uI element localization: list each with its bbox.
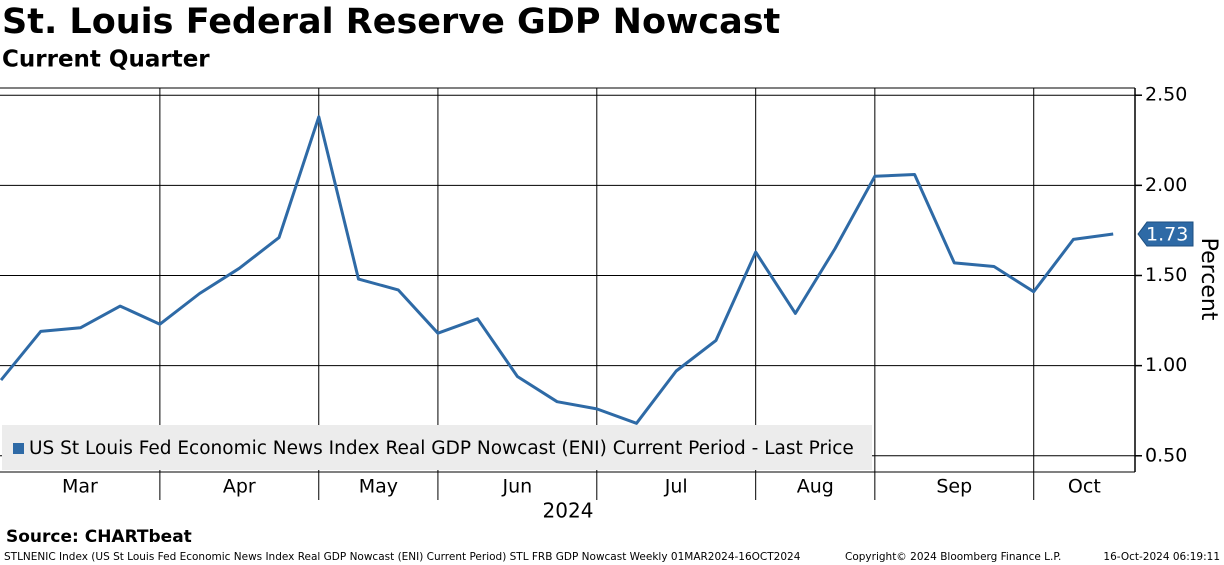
y-tick-label: 1.50 (1145, 264, 1187, 286)
last-value-label: 1.73 (1146, 224, 1188, 246)
x-tick-label: Apr (223, 476, 256, 498)
source: Source: CHARTbeat (6, 527, 192, 547)
x-tick-label: Jun (502, 476, 533, 498)
y-axis-label: Percent (1196, 238, 1221, 321)
x-tick-label: Mar (62, 476, 98, 498)
copyright: Copyright© 2024 Bloomberg Finance L.P. (845, 551, 1061, 563)
y-tick-label: 0.50 (1145, 444, 1187, 466)
last-value-tag (1137, 221, 1194, 247)
x-tick-label: Oct (1068, 476, 1101, 498)
timestamp: 16-Oct-2024 06:19:11 (1103, 551, 1220, 563)
line (0, 115, 1114, 425)
legend-label: US St Louis Fed Economic News Index Real… (29, 438, 854, 459)
chart-title: St. Louis Federal Reserve GDP Nowcast (2, 2, 780, 42)
x-tick-label: May (359, 476, 398, 498)
legend-swatch (13, 443, 24, 454)
chart-subtitle: Current Quarter (2, 47, 210, 73)
footer-note: STLNENIC Index (US St Louis Fed Economic… (4, 551, 801, 563)
legend-box (2, 425, 872, 470)
x-tick-label: Sep (936, 476, 972, 498)
x-tick-label: Aug (797, 476, 834, 498)
x-axis-label: 2024 (543, 499, 594, 523)
y-tick-label: 2.00 (1145, 174, 1187, 196)
y-tick-label: 2.50 (1145, 84, 1187, 106)
y-tick-label: 1.00 (1145, 354, 1187, 376)
x-tick-label: Jul (664, 476, 688, 498)
